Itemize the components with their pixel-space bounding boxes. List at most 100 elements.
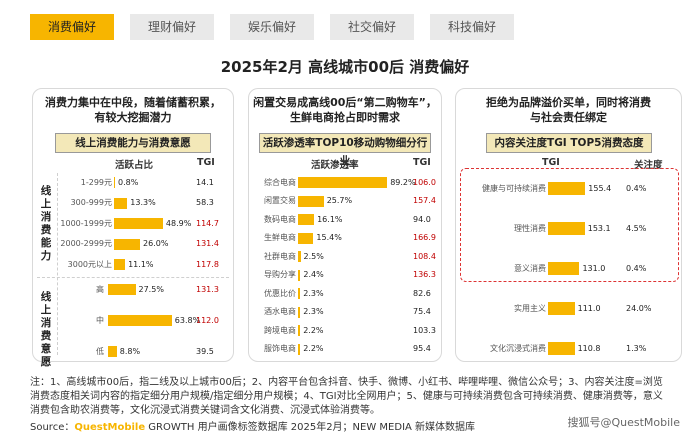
panel-subtitle: 内容关注度TGI TOP5消费态度 — [486, 133, 652, 153]
value-label: 2.3% — [303, 307, 324, 316]
group-label-willingness: 线上消费意愿 — [40, 291, 52, 368]
category-label: 文化沉浸式消费 — [490, 343, 546, 353]
category-label: 酒水电商 — [264, 307, 296, 316]
tgi-label: 75.4 — [413, 307, 431, 316]
value-label: 15.4% — [316, 233, 342, 242]
category-label: 2000-2999元 — [60, 239, 112, 248]
tgi-label: 136.3 — [413, 270, 436, 279]
value-label: 153.1 — [587, 223, 611, 233]
tgi-label: 39.5 — [196, 346, 214, 356]
attention-label: 0.4% — [626, 263, 647, 273]
col-header-attention: 关注度 — [634, 160, 663, 171]
bar — [298, 288, 301, 299]
value-label: 16.1% — [317, 214, 343, 224]
tgi-label: 117.8 — [196, 259, 219, 269]
col-header-tgi: TGI — [413, 157, 431, 168]
group-label-ability: 线上消费能力 — [40, 185, 52, 262]
tgi-label: 157.4 — [413, 196, 436, 205]
page-title: 2025年2月 高线城市00后 消费偏好 — [220, 58, 470, 76]
category-label: 优惠比价 — [264, 288, 296, 298]
group-divider — [37, 277, 229, 278]
category-label: 3000元以上 — [67, 259, 112, 269]
bar — [548, 262, 580, 275]
category-label: 实用主义 — [514, 303, 546, 313]
value-label: 48.9% — [165, 218, 192, 228]
value-label: 25.7% — [326, 196, 353, 205]
col-header-penetration: 活跃渗透率 — [311, 160, 359, 171]
category-label: 服饰电商 — [264, 344, 296, 353]
tab-bar: 消费偏好 理财偏好 娱乐偏好 社交偏好 科技偏好 — [30, 14, 514, 40]
value-label: 131.0 — [582, 263, 606, 273]
bar — [108, 315, 172, 326]
category-label: 低 — [96, 346, 104, 356]
panel-subtitle: 活跃渗透率TOP10移动购物细分行业 — [259, 133, 431, 167]
col-header-tgi: TGI — [197, 157, 215, 168]
tgi-label: 166.9 — [413, 233, 436, 242]
panel-title-line2: 与社会责任绑定 — [530, 111, 607, 124]
footnote: 注：1、高线城市00后，指二线及以上城市00后；2、内容平台包含抖音、快手、微博… — [30, 377, 663, 416]
panel-title-line2: 生鲜电商抢占即时需求 — [290, 111, 400, 124]
value-label: 13.3% — [130, 198, 156, 207]
panel-title: 拒绝为品牌溢价买单，同时将消费 与社会责任绑定 — [456, 95, 681, 125]
source-line: Source：QuestMobile GROWTH 用户画像标签数据库 2025… — [30, 418, 475, 433]
source-text: GROWTH 用户画像标签数据库 2025年2月；NEW MEDIA 新媒体数据… — [145, 422, 476, 433]
bar — [548, 342, 575, 355]
bar — [114, 259, 126, 270]
value-label: 110.8 — [577, 343, 601, 353]
bar — [114, 218, 163, 229]
value-label: 155.4 — [588, 183, 612, 193]
value-label: 27.5% — [138, 284, 164, 294]
watermark: 搜狐号@QuestMobile — [567, 416, 680, 429]
value-label: 0.8% — [118, 177, 139, 187]
category-label: 1-299元 — [80, 177, 112, 187]
category-label: 生鲜电商 — [264, 233, 296, 242]
tgi-label: 131.4 — [196, 239, 219, 248]
category-label: 健康与可持续消费 — [482, 183, 546, 193]
value-label: 2.4% — [303, 270, 324, 279]
tab-4[interactable]: 科技偏好 — [430, 14, 514, 40]
tab-3[interactable]: 社交偏好 — [330, 14, 414, 40]
panel-title-line1: 闲置交易成高线00后“第二购物车”， — [253, 96, 437, 109]
bar — [548, 302, 575, 315]
tab-2[interactable]: 娱乐偏好 — [230, 14, 314, 40]
bar — [298, 306, 301, 318]
bar — [298, 177, 388, 188]
value-label: 2.5% — [303, 251, 324, 261]
attention-label: 0.4% — [626, 183, 647, 193]
bar — [298, 325, 301, 336]
value-label: 8.8% — [119, 346, 141, 356]
bar — [108, 284, 136, 295]
panel-consumption-attitude: 拒绝为品牌溢价买单，同时将消费 与社会责任绑定 内容关注度TGI TOP5消费态… — [455, 88, 682, 362]
tab-1[interactable]: 理财偏好 — [130, 14, 214, 40]
bar — [298, 232, 314, 244]
category-label: 高 — [96, 284, 104, 294]
value-label: 11.1% — [128, 259, 154, 269]
attention-label: 1.3% — [626, 343, 647, 353]
tgi-label: 131.3 — [196, 284, 219, 294]
value-label: 2.2% — [303, 325, 324, 335]
category-label: 社群电商 — [264, 251, 296, 261]
bar — [298, 195, 324, 207]
value-label: 2.2% — [303, 344, 324, 353]
bar — [114, 238, 140, 250]
highlight-box — [460, 168, 679, 282]
tgi-label: 112.0 — [196, 315, 219, 325]
category-label: 综合电商 — [264, 177, 296, 187]
tgi-label: 14.1 — [196, 177, 214, 187]
col-header-share: 活跃占比 — [115, 160, 154, 171]
tgi-label: 95.4 — [413, 344, 431, 353]
source-brand: QuestMobile — [74, 422, 146, 433]
category-label: 意义消费 — [514, 263, 546, 273]
value-label: 2.3% — [303, 288, 324, 298]
tgi-label: 114.7 — [196, 218, 219, 228]
tab-0[interactable]: 消费偏好 — [30, 14, 114, 40]
category-label: 理性消费 — [514, 223, 546, 233]
bar — [108, 346, 117, 357]
col-header-tgi: TGI — [542, 157, 560, 168]
category-label: 300-999元 — [70, 198, 112, 207]
tgi-label: 108.4 — [413, 251, 436, 261]
source-prefix: Source： — [30, 422, 75, 433]
value-label: 26.0% — [143, 239, 169, 248]
value-label: 89.2% — [390, 177, 416, 187]
attention-label: 4.5% — [626, 223, 647, 233]
